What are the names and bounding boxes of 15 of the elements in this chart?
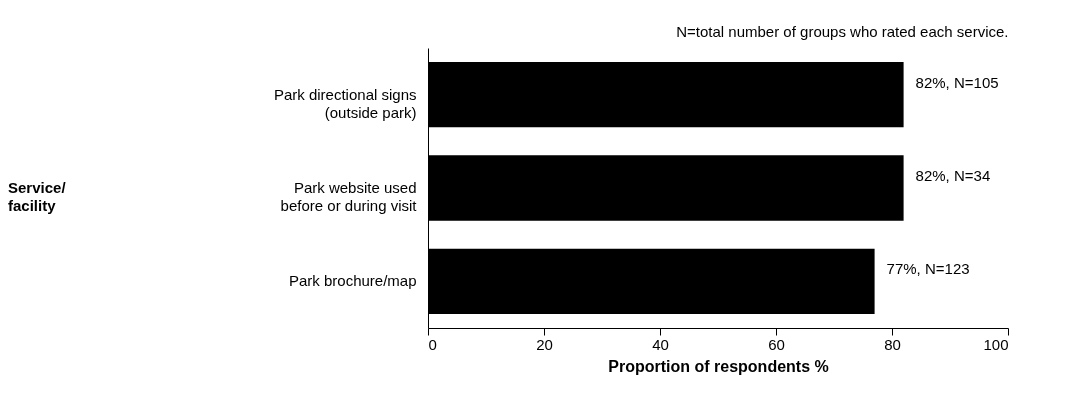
x-tick-label: 60 bbox=[768, 335, 785, 353]
x-tick-label: 80 bbox=[884, 335, 901, 353]
x-tick-label: 40 bbox=[652, 335, 669, 353]
data-label: 82%, N=105 bbox=[915, 73, 999, 91]
x-tick-label: 0 bbox=[428, 335, 437, 353]
text: Service/ facility bbox=[8, 179, 67, 214]
x-axis-title: Proportion of respondents % bbox=[608, 357, 829, 375]
y-tick-label: Park website used before or during visit bbox=[280, 179, 418, 214]
data-label: 82%, N=34 bbox=[915, 167, 991, 184]
y-tick-label: Park brochure/map bbox=[288, 272, 417, 290]
chart-title: N=total number of groups who rated each service. bbox=[676, 23, 1009, 40]
x-tick-label: 20 bbox=[536, 335, 553, 353]
x-tick-label: 100 bbox=[983, 335, 1009, 353]
data-label: 77%, N=123 bbox=[886, 260, 970, 278]
y-tick-label: Park directional signs (outside park) bbox=[273, 85, 417, 121]
